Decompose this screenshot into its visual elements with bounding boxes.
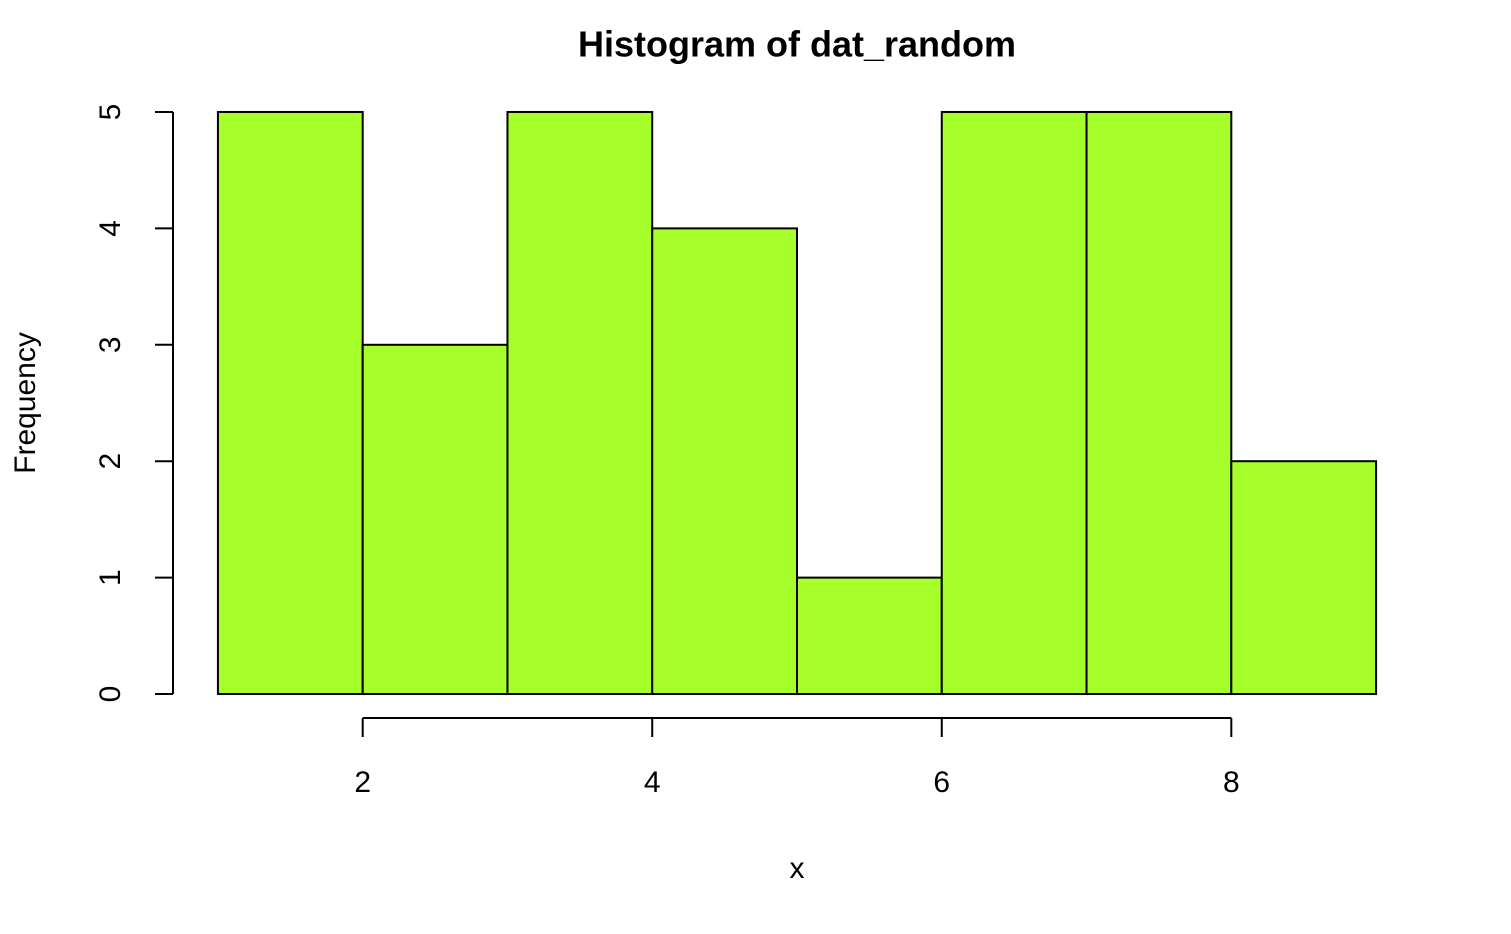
bar — [216, 110, 364, 696]
x-tick-label: 8 — [1223, 766, 1240, 799]
y-tick-label: 1 — [94, 569, 127, 586]
bar — [940, 110, 1088, 696]
x-tick-label: 2 — [354, 766, 371, 799]
x-tick-label: 6 — [933, 766, 950, 799]
bar — [361, 343, 509, 696]
bar — [506, 110, 654, 696]
x-axis-label: x — [790, 852, 805, 885]
y-tick-label: 0 — [94, 686, 127, 703]
y-tick-label: 4 — [94, 220, 127, 237]
bar — [1085, 110, 1233, 696]
y-tick-label: 5 — [94, 104, 127, 121]
bar — [1230, 460, 1378, 696]
bar — [796, 576, 943, 696]
y-tick-label: 3 — [94, 336, 127, 353]
x-tick-label: 4 — [644, 766, 661, 799]
y-axis-label: Frequency — [9, 332, 42, 474]
y-tick-label: 2 — [94, 453, 127, 470]
bar — [651, 227, 799, 696]
chart-title: Histogram of dat_random — [578, 24, 1016, 65]
